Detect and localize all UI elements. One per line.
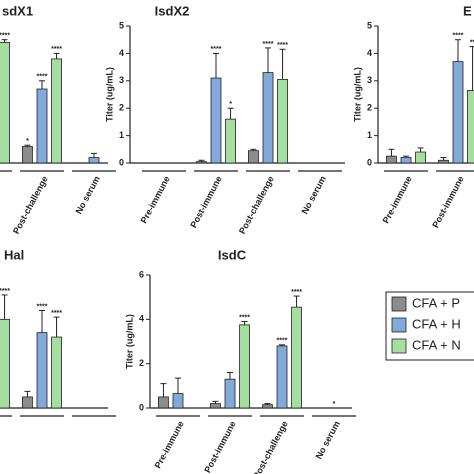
chart-title: IsdX2 [155,3,190,18]
bar [225,118,236,164]
y-tick-label: 0 [119,157,124,167]
legend-label: CFA + H [412,316,461,331]
y-tick-label: 0 [139,402,144,412]
bar [277,79,288,164]
category-label: No serum [314,419,342,460]
significance-label: **** [51,46,62,53]
bar [36,88,48,164]
significance-label: * [229,101,232,108]
bar [172,393,184,409]
significance-label: **** [277,42,288,49]
y-tick-label: 1 [119,130,124,140]
bar [22,396,33,409]
y-tick-label: 2 [139,358,144,368]
y-tick-label: 5 [367,20,372,30]
significance-label: **** [263,41,274,48]
y-tick-label: 4 [119,48,124,58]
bar [438,159,449,164]
bar [452,61,464,164]
bar [196,161,207,164]
significance-label: **** [37,303,48,310]
bar [51,336,62,409]
bar [158,396,169,409]
significance-label: **** [291,289,302,296]
significance-label: **** [0,33,10,40]
legend-swatch [391,317,407,333]
category-label: Post-challenge [11,174,50,235]
category-label: Post-immune [188,174,224,229]
bar [51,58,62,164]
bar [262,72,274,164]
bar [415,151,426,164]
significance-label: **** [0,288,10,295]
legend-swatch [391,338,407,354]
legend-label: CFA + P [412,295,460,310]
bar [262,404,273,409]
significance-label: **** [277,338,288,345]
y-tick-label: 1 [367,130,372,140]
category-label: No serum [74,174,102,215]
y-axis-label: Titer (ug/mL) [124,314,134,369]
y-tick-label: 0 [367,157,372,167]
bar [0,318,10,409]
chart-title: E [463,3,472,18]
category-label: Pre-immune [381,174,414,225]
bar [224,378,236,409]
category-label: Pre-immune [139,174,172,225]
bar [210,403,221,409]
y-tick-label: 2 [367,103,372,113]
chart-title: Hal [4,247,24,262]
bar [210,77,222,164]
bar [276,345,288,409]
significance-label: ** [470,39,474,46]
y-tick-label: 3 [367,75,372,85]
significance-label: **** [239,314,250,321]
bar [0,42,10,164]
significance-label: **** [211,46,222,53]
chart-title: sdX1 [2,3,33,18]
bar [386,155,397,164]
bar [291,306,302,409]
y-tick-label: 4 [367,48,372,58]
chart-title: IsdC [218,247,247,262]
legend-swatch [391,296,407,312]
bar [239,324,250,409]
y-tick-label: 5 [119,20,124,30]
significance-label: * [26,138,29,145]
significance-label: **** [453,33,464,40]
significance-label: **** [51,310,62,317]
y-tick-label: 4 [139,314,144,324]
significance-label: * [333,401,336,408]
category-label: Post-challenge [237,174,276,235]
bar [36,332,48,409]
y-tick-label: 6 [139,269,144,279]
y-tick-label: 3 [119,75,124,85]
y-tick-label: 2 [119,103,124,113]
category-label: No serum [300,174,328,215]
y-axis-label: Titer (ug/mL) [104,67,114,122]
bar [88,157,100,164]
legend-label: CFA + N [412,337,461,352]
bar [400,157,412,164]
bar [467,89,474,164]
y-axis-label: Titer (ug/mL) [352,67,362,122]
category-label: Post-immune [430,174,466,229]
legend-box [385,291,474,361]
bar [22,146,33,164]
category-label: Post-immune [202,419,238,474]
category-label: Pre-immune [153,419,186,470]
significance-label: **** [37,74,48,81]
bar [248,150,259,164]
category-label: Post-challenge [251,419,290,474]
